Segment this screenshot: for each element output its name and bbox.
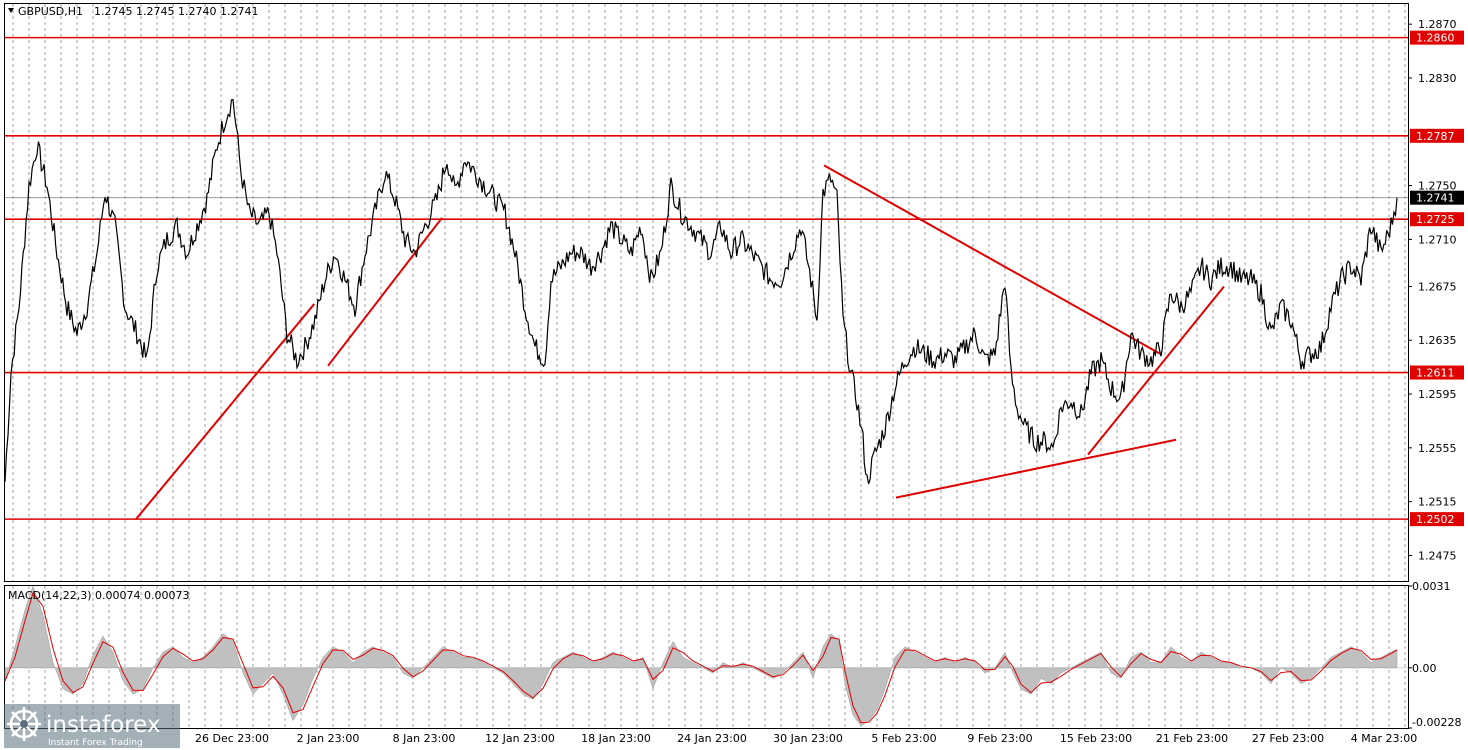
time-tick-label: 26 Dec 23:00 <box>195 732 269 745</box>
ohlc-values: 1.2745 1.2745 1.2740 1.2741 <box>94 5 258 18</box>
macd-signal-line <box>4 592 1398 724</box>
level-label: 1.2502 <box>1416 513 1455 526</box>
price-series <box>4 98 1398 485</box>
trendline <box>327 217 443 367</box>
time-tick-label: 4 Mar 23:00 <box>1351 732 1417 745</box>
price-tick-label: 1.2595 <box>1418 388 1457 401</box>
brand-text: instaforex <box>46 712 161 738</box>
price-line <box>4 98 1398 485</box>
macd-tick-label: 0.00 <box>1412 662 1437 675</box>
level-label: 1.2787 <box>1416 130 1455 143</box>
price-tick-label: 1.2870 <box>1418 18 1457 31</box>
price-tick-label: 1.2475 <box>1418 549 1457 562</box>
trendlines <box>135 164 1225 520</box>
price-axis: 1.2870 1.2830 1.2750 1.2710 1.2675 1.2635 1.25… <box>1408 18 1457 562</box>
price-pane <box>4 3 1409 582</box>
instaforex-logo: instaforex Instant Forex Trading <box>4 704 180 748</box>
level-label-box <box>1410 212 1464 227</box>
level-label-box <box>1410 128 1464 143</box>
price-tick-label: 1.2635 <box>1418 334 1457 347</box>
time-axis: 26 Dec 23:00 2 Jan 23:00 8 Jan 23:00 12 Jan… <box>195 732 1417 745</box>
price-tick-label: 1.2710 <box>1418 233 1457 246</box>
level-label: 1.2611 <box>1416 367 1455 380</box>
time-tick-label: 27 Feb 23:00 <box>1252 732 1324 745</box>
price-tick-label: 1.2515 <box>1418 496 1457 509</box>
level-label-box <box>1410 365 1464 380</box>
time-tick-label: 30 Jan 23:00 <box>773 732 843 745</box>
price-tick-label: 1.2555 <box>1418 442 1457 455</box>
time-tick-label: 8 Jan 23:00 <box>393 732 456 745</box>
price-tick-label: 1.2830 <box>1418 72 1457 85</box>
trendline <box>823 164 1161 355</box>
trendline <box>895 438 1177 499</box>
price-tick-label: 1.2675 <box>1418 280 1457 293</box>
time-tick-label: 24 Jan 23:00 <box>677 732 747 745</box>
dropdown-triangle-icon[interactable] <box>8 8 14 13</box>
level-label: 1.2860 <box>1416 32 1455 45</box>
current-price-label: 1.2741 <box>1416 192 1455 205</box>
time-tick-label: 5 Feb 23:00 <box>871 732 936 745</box>
level-label: 1.2725 <box>1416 213 1455 226</box>
price-tick-label: 1.2750 <box>1418 180 1457 193</box>
time-tick-label: 18 Jan 23:00 <box>581 732 651 745</box>
time-tick-label: 21 Feb 23:00 <box>1156 732 1228 745</box>
horizontal-levels <box>5 36 1408 520</box>
level-label-box <box>1410 30 1464 45</box>
time-tick-label: 2 Jan 23:00 <box>297 732 360 745</box>
current-price-box <box>1410 190 1464 205</box>
macd-tick-label: 0.0031 <box>1412 580 1451 593</box>
level-label-box <box>1410 512 1464 527</box>
macd-tick-label: -0.00228 <box>1412 716 1461 729</box>
brand-tagline: Instant Forex Trading <box>48 738 143 748</box>
macd-axis: 0.0031 0.00 -0.00228 <box>1408 580 1461 729</box>
symbol-label: GBPUSD,H1 <box>18 5 83 18</box>
time-tick-label: 9 Feb 23:00 <box>967 732 1032 745</box>
time-tick-label: 12 Jan 23:00 <box>485 732 555 745</box>
time-tick-label: 15 Feb 23:00 <box>1060 732 1132 745</box>
vertical-gridlines <box>12 4 1406 728</box>
level-labels: 1.2860 1.2787 1.2725 1.2611 1.2502 1.2741 <box>1410 30 1464 527</box>
macd-series <box>4 585 1408 727</box>
macd-histogram <box>4 585 1398 727</box>
trendline <box>135 303 316 520</box>
macd-label: MACD(14,22,3) 0.00074 0.00073 <box>8 589 190 602</box>
trendline <box>1087 285 1225 456</box>
